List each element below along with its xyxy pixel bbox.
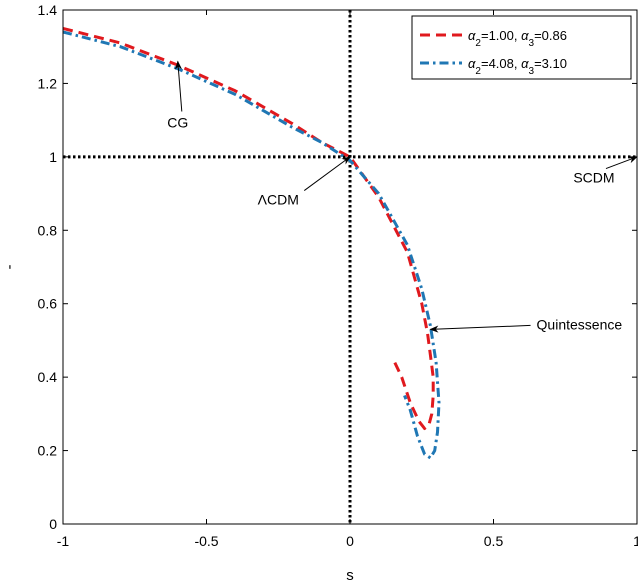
y-tick-label: 0.8 xyxy=(38,222,58,238)
x-tick-label: 0.5 xyxy=(484,533,504,549)
annotation-label: SCDM xyxy=(573,170,614,186)
annotation-label: Quintessence xyxy=(537,316,623,332)
x-tick-label: 0 xyxy=(346,533,354,549)
annotation-label: CG xyxy=(167,114,188,130)
legend-text-part: α xyxy=(468,56,476,71)
legend-box xyxy=(411,15,632,80)
y-tick-label: 0.4 xyxy=(38,369,58,385)
series-line-1 xyxy=(62,26,435,430)
series-layer xyxy=(62,26,441,460)
annotation-arrow xyxy=(429,324,531,333)
y-tick-label: 0 xyxy=(49,516,57,532)
legend-text-part: α xyxy=(521,28,529,43)
y-tick-label: 0.2 xyxy=(38,443,58,459)
legend-text-part: α xyxy=(521,56,529,71)
legend-text-part: =0.86 xyxy=(534,28,567,43)
y-axis-label: - xyxy=(1,265,18,270)
y-tick-label: 1.4 xyxy=(38,2,58,18)
annotation-arrow xyxy=(303,156,351,191)
x-tick-label: -1 xyxy=(57,533,70,549)
legend-text-part: 2 xyxy=(475,66,481,77)
legend-text-part: =1.00, xyxy=(481,28,521,43)
annotations-layer: CG ΛCDM Quintessence SCDM xyxy=(167,60,638,333)
legend-text-part: =3.10 xyxy=(534,56,567,71)
legend-label-1: α2=1.00, α3=0.86 xyxy=(468,28,567,49)
legend-text-part: α xyxy=(468,28,476,43)
legend-text-part: 3 xyxy=(529,38,535,49)
annotation-label: ΛCDM xyxy=(258,192,299,208)
legend-text-part: 3 xyxy=(529,66,535,77)
legend-label-2: α2=4.08, α3=3.10 xyxy=(468,56,567,77)
x-axis-label: s xyxy=(346,567,354,584)
y-tick-label: 1.2 xyxy=(38,75,58,91)
annotation-arrow xyxy=(605,156,638,170)
y-tick-label: 1 xyxy=(49,149,57,165)
y-tick-label: 0.6 xyxy=(38,296,58,312)
x-tick-label: 1 xyxy=(633,533,638,549)
legend-text-part: 2 xyxy=(475,38,481,49)
ticks-layer: -1 -0.5 0 0.5 1 0 0.2 0.4 0.6 0.8 1 1.2 1.4 xyxy=(38,2,638,549)
annotation-arrow xyxy=(174,60,183,112)
legend-text-part: =4.08, xyxy=(481,56,521,71)
x-tick-label: -0.5 xyxy=(194,533,218,549)
